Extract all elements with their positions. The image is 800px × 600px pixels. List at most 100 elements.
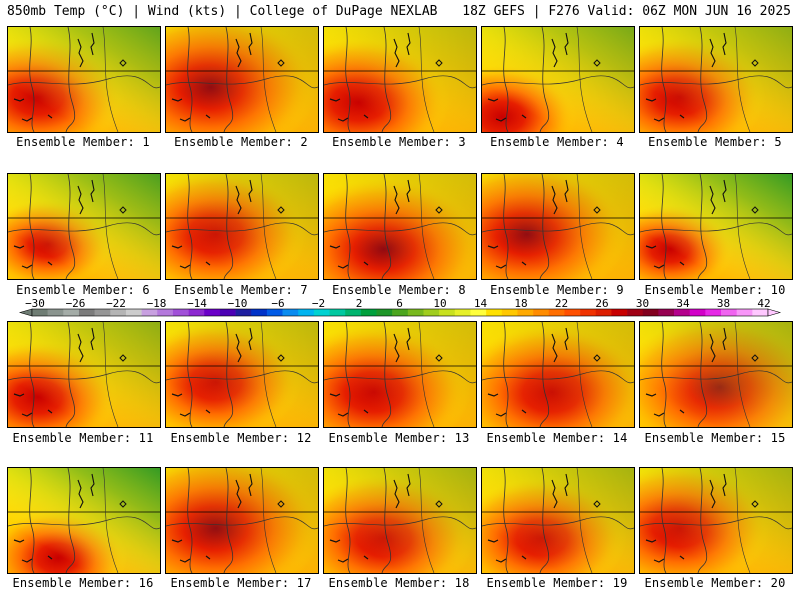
colorbar-swatch [517, 309, 534, 316]
ensemble-member-label: Ensemble Member: 6 [16, 283, 150, 297]
colorbar-swatch [736, 309, 753, 316]
colorbar-swatch [78, 309, 95, 316]
colorbar-swatch [470, 309, 487, 316]
colorbar-swatch [642, 309, 659, 316]
colorbar-low-arrow [18, 308, 33, 317]
colorbar-tick-label: 10 [433, 297, 447, 310]
ensemble-member-label: Ensemble Member: 7 [174, 283, 308, 297]
ensemble-map-panel [323, 321, 477, 428]
temperature-field-map [8, 468, 160, 573]
colorbar-swatch [439, 309, 456, 316]
colorbar-high-arrow [767, 308, 782, 317]
ensemble-map-panel [639, 467, 793, 574]
ensemble-member-label: Ensemble Member: 8 [332, 283, 466, 297]
colorbar-tick-label: 14 [473, 297, 488, 310]
colorbar-swatch [595, 309, 612, 316]
colorbar-tick-label: 18 [514, 297, 528, 310]
colorbar-swatch [360, 309, 377, 316]
ensemble-map-panel [323, 26, 477, 133]
colorbar-swatch [47, 309, 64, 316]
colorbar-swatch [345, 309, 362, 316]
ensemble-map-panel [481, 173, 635, 280]
temperature-field-map [324, 468, 476, 573]
ensemble-member-label: Ensemble Member: 1 [16, 135, 150, 149]
colorbar-swatch [752, 309, 769, 316]
colorbar-tick-label: −14 [187, 297, 207, 310]
temperature-field-map [324, 322, 476, 427]
colorbar-swatch [486, 309, 503, 316]
colorbar-tick-label: 42 [757, 297, 771, 310]
colorbar-swatch [376, 309, 393, 316]
colorbar-swatch [329, 309, 346, 316]
colorbar-tick-label: 26 [595, 297, 609, 310]
ensemble-map-panel [323, 173, 477, 280]
colorbar-tick-label: 30 [635, 297, 650, 310]
temperature-field-map [482, 27, 634, 132]
colorbar-swatch [235, 309, 252, 316]
colorbar-tick-label: 2 [355, 297, 363, 310]
ensemble-member-label: Ensemble Member: 3 [332, 135, 466, 149]
temperature-field-map [482, 174, 634, 279]
ensemble-member-label: Ensemble Member: 9 [490, 283, 624, 297]
colorbar-swatch [63, 309, 80, 316]
colorbar-swatch [674, 309, 691, 316]
colorbar-swatch [407, 309, 424, 316]
colorbar-swatch [564, 309, 581, 316]
ensemble-map-panel [165, 173, 319, 280]
ensemble-map-panel [323, 467, 477, 574]
colorbar-swatch [627, 309, 644, 316]
colorbar-swatch [298, 309, 315, 316]
colorbar-swatch [313, 309, 330, 316]
colorbar-swatch [32, 309, 48, 316]
ensemble-map-panel [639, 173, 793, 280]
temperature-field-map [482, 468, 634, 573]
colorbar-tick-label: −18 [146, 297, 167, 310]
ensemble-map-panel [7, 467, 161, 574]
temperature-field-map [640, 468, 792, 573]
ensemble-map-panel [7, 173, 161, 280]
colorbar-swatch [392, 309, 409, 316]
colorbar-swatch [141, 309, 158, 316]
temperature-field-map [8, 322, 160, 427]
ensemble-map-panel [7, 26, 161, 133]
colorbar-swatch [705, 309, 722, 316]
colorbar-tick-label: 6 [396, 297, 403, 310]
colorbar-swatch [172, 309, 189, 316]
ensemble-map-panel [7, 321, 161, 428]
temperature-colorbar [18, 308, 782, 317]
ensemble-member-label: Ensemble Member: 19 [486, 576, 628, 590]
ensemble-map-panel [481, 321, 635, 428]
ensemble-member-label: Ensemble Member: 13 [328, 431, 470, 445]
colorbar-swatch [689, 309, 706, 316]
ensemble-map-panel [639, 26, 793, 133]
ensemble-map-panel [165, 321, 319, 428]
temperature-field-map [8, 174, 160, 279]
colorbar-tick-label: −22 [106, 297, 126, 310]
ensemble-member-label: Ensemble Member: 5 [648, 135, 782, 149]
temperature-field-map [166, 27, 318, 132]
colorbar-swatch [721, 309, 737, 316]
ensemble-member-label: Ensemble Member: 16 [12, 576, 154, 590]
colorbar-tick-label: −26 [65, 297, 86, 310]
colorbar-swatch [548, 309, 565, 316]
colorbar-swatch [251, 309, 268, 316]
colorbar-swatch [533, 309, 550, 316]
temperature-field-map [640, 27, 792, 132]
temperature-field-map [166, 468, 318, 573]
ensemble-member-label: Ensemble Member: 14 [486, 431, 628, 445]
ensemble-member-label: Ensemble Member: 2 [174, 135, 308, 149]
colorbar-tick-label: 22 [554, 297, 569, 310]
colorbar-swatch [125, 309, 142, 316]
colorbar-swatch [219, 309, 236, 316]
temperature-field-map [166, 322, 318, 427]
header-valid-time: 18Z GEFS | F276 Valid: 06Z MON JUN 16 20… [462, 4, 791, 19]
ensemble-member-label: Ensemble Member: 12 [170, 431, 312, 445]
temperature-field-map [166, 174, 318, 279]
ensemble-map-panel [481, 26, 635, 133]
ensemble-map-panel [639, 321, 793, 428]
colorbar-swatch [580, 309, 597, 316]
colorbar-tick-label: 34 [676, 297, 690, 310]
temperature-field-map [8, 27, 160, 132]
ensemble-map-panel [481, 467, 635, 574]
colorbar-swatch [423, 309, 440, 316]
